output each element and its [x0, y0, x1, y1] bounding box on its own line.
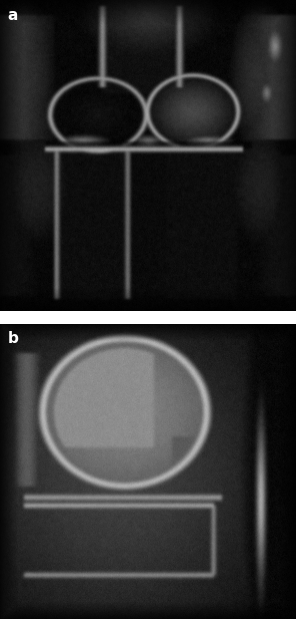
Text: b: b [7, 331, 18, 346]
Text: a: a [7, 8, 18, 23]
